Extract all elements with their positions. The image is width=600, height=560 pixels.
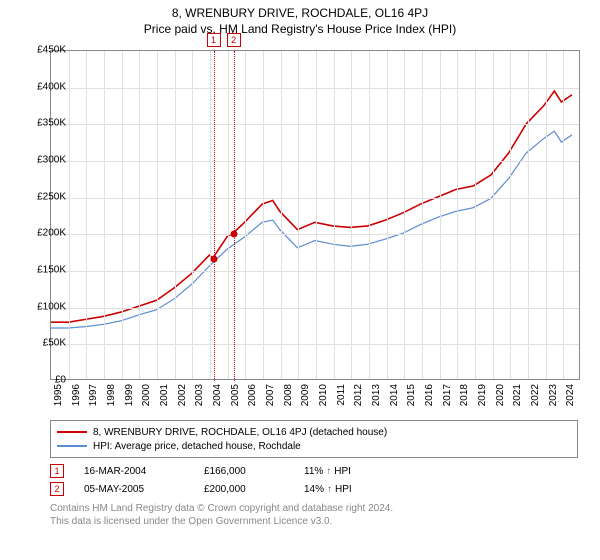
- x-axis-label: 1999: [124, 384, 135, 414]
- arrow-up-icon: ↑: [326, 466, 331, 477]
- x-axis-label: 1995: [53, 384, 64, 414]
- x-axis-label: 2017: [442, 384, 453, 414]
- legend-box: 8, WRENBURY DRIVE, ROCHDALE, OL16 4PJ (d…: [50, 420, 578, 458]
- y-axis-label: £450K: [16, 45, 66, 56]
- x-axis-label: 2011: [336, 384, 347, 414]
- x-axis-label: 2001: [159, 384, 170, 414]
- x-axis-label: 2010: [318, 384, 329, 414]
- x-axis-label: 2006: [247, 384, 258, 414]
- x-axis-label: 1997: [88, 384, 99, 414]
- y-axis-label: £200K: [16, 228, 66, 239]
- x-axis-label: 2005: [230, 384, 241, 414]
- sale-row: 1 16-MAR-2004 £166,000 11% ↑ HPI: [50, 462, 578, 480]
- x-axis-label: 2003: [194, 384, 205, 414]
- footer-line: This data is licensed under the Open Gov…: [50, 515, 578, 528]
- x-axis-label: 2024: [565, 384, 576, 414]
- legend-label: 8, WRENBURY DRIVE, ROCHDALE, OL16 4PJ (d…: [93, 427, 387, 438]
- x-axis-label: 2016: [424, 384, 435, 414]
- x-axis-label: 2018: [459, 384, 470, 414]
- footer: Contains HM Land Registry data © Crown c…: [50, 502, 578, 528]
- x-axis-label: 2013: [371, 384, 382, 414]
- pct-suffix: HPI: [334, 466, 351, 477]
- x-axis-label: 2000: [141, 384, 152, 414]
- sale-price: £200,000: [204, 484, 304, 495]
- legend-item: 8, WRENBURY DRIVE, ROCHDALE, OL16 4PJ (d…: [57, 425, 571, 439]
- x-axis-label: 2002: [177, 384, 188, 414]
- footer-line: Contains HM Land Registry data © Crown c…: [50, 502, 578, 515]
- y-axis-label: £250K: [16, 191, 66, 202]
- sale-date: 05-MAY-2005: [84, 484, 204, 495]
- y-axis-label: £150K: [16, 265, 66, 276]
- sale-marker-box: 2: [227, 33, 241, 47]
- title-address: 8, WRENBURY DRIVE, ROCHDALE, OL16 4PJ: [0, 6, 600, 20]
- x-axis-label: 2012: [353, 384, 364, 414]
- titles: 8, WRENBURY DRIVE, ROCHDALE, OL16 4PJ Pr…: [0, 0, 600, 36]
- y-axis-label: £350K: [16, 118, 66, 129]
- x-axis-label: 1998: [106, 384, 117, 414]
- x-axis-label: 2009: [300, 384, 311, 414]
- chart-container: 8, WRENBURY DRIVE, ROCHDALE, OL16 4PJ Pr…: [0, 0, 600, 560]
- x-axis-label: 2007: [265, 384, 276, 414]
- x-axis-label: 2022: [530, 384, 541, 414]
- x-axis-label: 2014: [389, 384, 400, 414]
- legend-item: HPI: Average price, detached house, Roch…: [57, 439, 571, 453]
- legend-swatch: [57, 445, 87, 447]
- sale-pct: 14% ↑ HPI: [304, 484, 352, 495]
- legend-swatch: [57, 431, 87, 433]
- legend-label: HPI: Average price, detached house, Roch…: [93, 441, 301, 452]
- title-subtitle: Price paid vs. HM Land Registry's House …: [0, 22, 600, 36]
- sales-table: 1 16-MAR-2004 £166,000 11% ↑ HPI 2 05-MA…: [50, 462, 578, 498]
- x-axis-label: 2015: [406, 384, 417, 414]
- sale-pct: 11% ↑ HPI: [304, 466, 351, 477]
- sale-marker-point: [230, 231, 237, 238]
- pct-value: 11%: [304, 466, 323, 477]
- plot-area: 12: [50, 50, 580, 380]
- sale-marker-box: 1: [207, 33, 221, 47]
- y-axis-label: £300K: [16, 155, 66, 166]
- x-axis-label: 1996: [71, 384, 82, 414]
- pct-value: 14%: [304, 484, 324, 495]
- y-axis-label: £50K: [16, 338, 66, 349]
- y-axis-label: £400K: [16, 81, 66, 92]
- sale-marker: 1: [50, 464, 64, 478]
- x-axis-label: 2020: [495, 384, 506, 414]
- x-axis-label: 2008: [283, 384, 294, 414]
- arrow-up-icon: ↑: [327, 484, 332, 495]
- x-axis-label: 2004: [212, 384, 223, 414]
- sale-date: 16-MAR-2004: [84, 466, 204, 477]
- chart-svg: [51, 51, 579, 379]
- sale-row: 2 05-MAY-2005 £200,000 14% ↑ HPI: [50, 480, 578, 498]
- sale-marker: 2: [50, 482, 64, 496]
- sale-price: £166,000: [204, 466, 304, 477]
- x-axis-label: 2023: [548, 384, 559, 414]
- y-axis-label: £100K: [16, 301, 66, 312]
- pct-suffix: HPI: [335, 484, 352, 495]
- x-axis-label: 2019: [477, 384, 488, 414]
- x-axis-label: 2021: [512, 384, 523, 414]
- sale-marker-point: [210, 256, 217, 263]
